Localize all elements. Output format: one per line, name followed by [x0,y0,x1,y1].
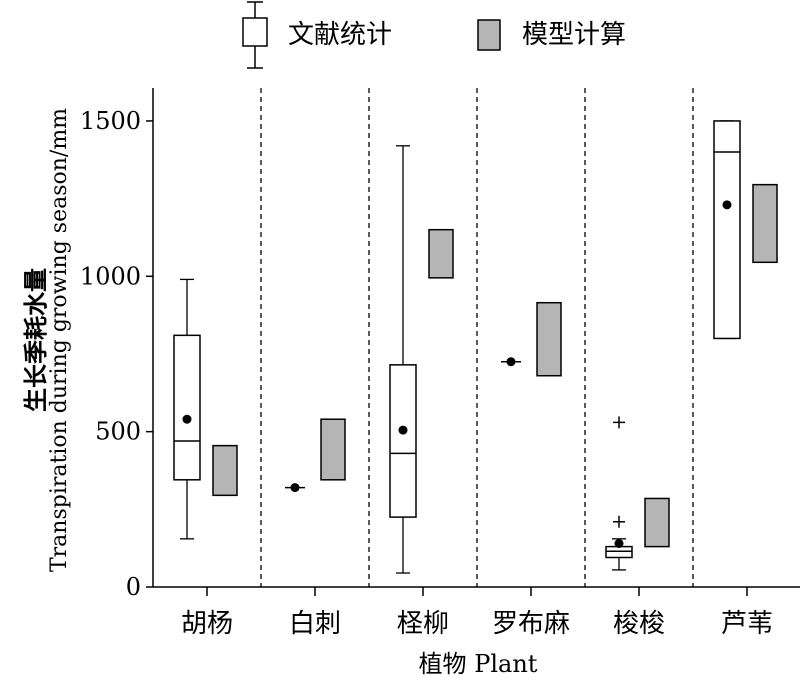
x-tick-label: 胡杨 [181,609,233,639]
model-range-bar [320,418,346,481]
model-range-bar [212,444,238,497]
y-tick-label: 1000 [80,262,141,290]
outlier-marker [613,416,625,429]
y-axis-title-en: Transpiration during growing season/mm [47,108,72,572]
y-tick-label: 0 [126,573,141,601]
model-range-bar [644,497,670,548]
model-range-bar [536,301,562,377]
x-axis-title: 植物 Plant [419,650,538,678]
x-tick-label: 芦苇 [721,609,773,639]
model-range-bar [428,228,454,279]
mean-point [614,539,624,549]
mean-point [722,200,732,210]
legend-label-literature: 文献统计 [288,20,392,50]
box-iqr [713,120,741,340]
legend-label-model: 模型计算 [522,20,626,50]
mean-point [398,425,408,435]
mean-point [290,483,300,493]
x-tick-label: 柽柳 [397,609,449,639]
legend-range-symbol [477,19,501,51]
y-tick-label: 500 [95,418,141,446]
box-iqr [389,364,417,518]
y-tick-label: 1500 [80,107,141,135]
box-iqr [173,334,201,481]
outlier-marker [613,515,625,528]
x-tick-label: 梭梭 [613,609,665,639]
mean-point [506,357,516,367]
y-axis-title-cn: 生长季耗水量 [21,268,50,412]
box-iqr [605,545,633,559]
x-tick-label: 白刺 [289,609,341,639]
legend-boxplot-symbol [242,17,268,47]
x-tick-label: 罗布麻 [492,609,570,639]
mean-point [182,414,192,424]
model-range-bar [752,183,778,264]
